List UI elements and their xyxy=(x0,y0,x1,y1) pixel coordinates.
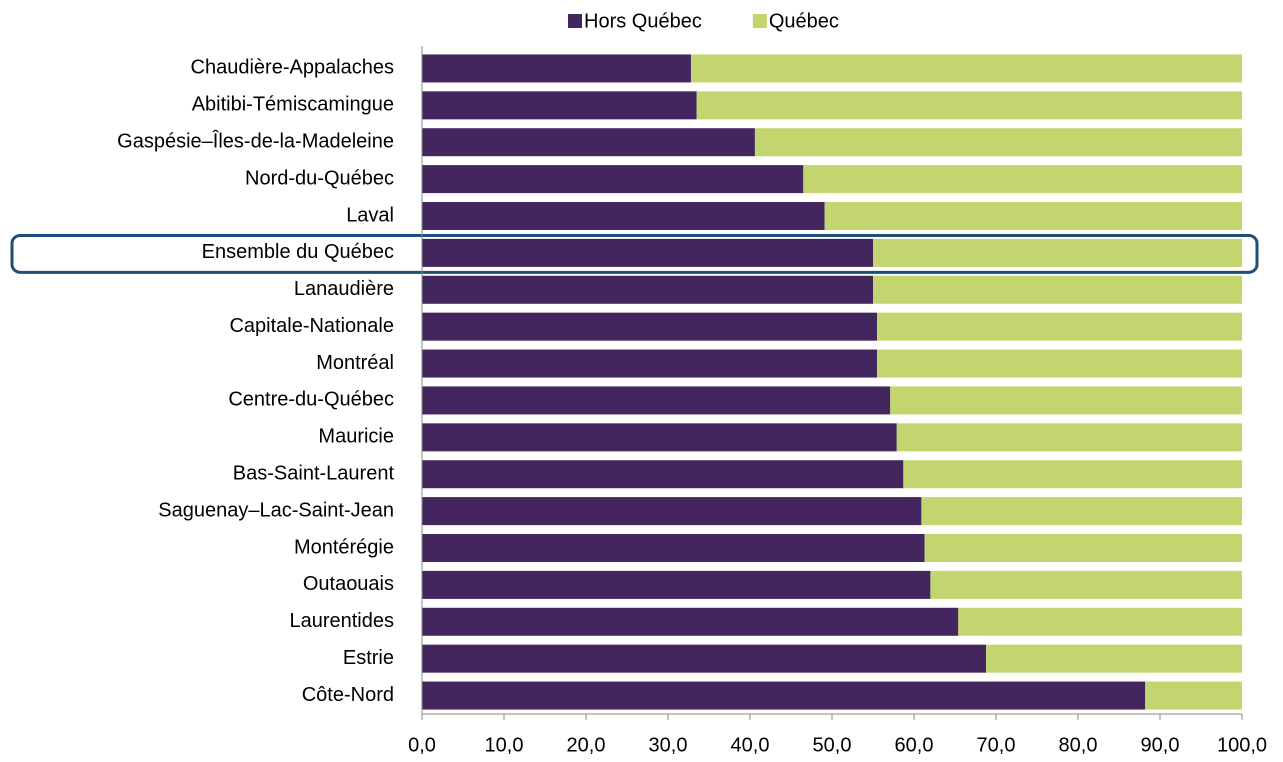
x-tick-label: 80,0 xyxy=(1059,734,1098,756)
x-tick-label: 70,0 xyxy=(977,734,1016,756)
bar-segment xyxy=(422,312,878,341)
y-tick-label: Gaspésie–Îles-de-la-Madeleine xyxy=(117,130,394,153)
y-tick-label: Montérégie xyxy=(294,536,394,558)
bar-segment xyxy=(896,423,1242,452)
bar-segment xyxy=(422,54,691,83)
bar-segment xyxy=(921,497,1242,526)
bar-segment xyxy=(930,570,1242,599)
x-tick-label: 10,0 xyxy=(485,734,524,756)
x-tick-label: 50,0 xyxy=(813,734,852,756)
bar-segment xyxy=(873,238,1242,267)
bar-segment xyxy=(690,54,1242,83)
bar-segment xyxy=(422,460,904,489)
y-tick-label: Laval xyxy=(346,204,394,226)
bar-segment xyxy=(958,607,1242,636)
x-tick-label: 30,0 xyxy=(649,734,688,756)
y-tick-label: Centre-du-Québec xyxy=(228,389,394,411)
bar-segment xyxy=(873,275,1242,304)
y-tick-label: Laurentides xyxy=(289,610,394,632)
legend-label: Hors Québec xyxy=(584,10,702,32)
x-tick-label: 0,0 xyxy=(408,734,436,756)
bar-segment xyxy=(803,165,1242,194)
x-tick-label: 20,0 xyxy=(567,734,606,756)
bar-segment xyxy=(422,202,825,230)
bar-segment xyxy=(754,128,1242,157)
bar-segment xyxy=(422,238,873,267)
y-tick-label: Montréal xyxy=(316,352,394,374)
y-tick-label: Chaudière-Appalaches xyxy=(191,57,394,79)
y-tick-label: Nord-du-Québec xyxy=(245,167,394,189)
y-tick-label: Abitibi-Témiscamingue xyxy=(192,94,394,116)
bar-segment xyxy=(422,570,931,599)
y-tick-label: Mauricie xyxy=(318,426,394,448)
bar-segment xyxy=(877,312,1242,341)
y-tick-label: Saguenay–Lac-Saint-Jean xyxy=(158,499,394,521)
bar-segment xyxy=(986,644,1242,673)
legend-label: Québec xyxy=(769,10,839,32)
bar-segment xyxy=(422,423,897,452)
bar-segment xyxy=(422,91,697,120)
bar-segment xyxy=(422,165,804,194)
bar-segment xyxy=(422,128,755,157)
bar-segment xyxy=(903,460,1242,489)
highlight-box xyxy=(10,233,1259,274)
x-tick-label: 40,0 xyxy=(731,734,770,756)
y-tick-label: Outaouais xyxy=(303,573,394,595)
bar-segment xyxy=(422,275,873,304)
y-tick-label: Lanaudière xyxy=(294,278,394,300)
bar-segment xyxy=(1145,681,1242,710)
x-tick-label: 90,0 xyxy=(1141,734,1180,756)
bar-segment xyxy=(422,534,925,562)
bar-segment xyxy=(422,386,891,415)
bar-segment xyxy=(877,349,1242,378)
y-tick-label: Bas-Saint-Laurent xyxy=(233,463,395,485)
x-tick-label: 100,0 xyxy=(1217,734,1267,756)
legend-swatch xyxy=(568,14,582,28)
bar-segment xyxy=(422,607,959,636)
bar-segment xyxy=(924,534,1242,562)
bar-segment xyxy=(422,681,1146,710)
bar-segment xyxy=(696,91,1242,120)
legend-swatch xyxy=(752,14,767,28)
bar-segment xyxy=(824,202,1242,230)
bar-segment xyxy=(422,644,987,673)
bar-segment xyxy=(890,386,1242,415)
y-tick-label: Côte-Nord xyxy=(302,684,394,706)
bar-segment xyxy=(422,349,878,378)
y-tick-label: Ensemble du Québec xyxy=(202,241,394,263)
bar-segment xyxy=(422,497,922,526)
y-tick-label: Capitale-Nationale xyxy=(229,315,394,337)
y-tick-label: Estrie xyxy=(343,647,394,669)
x-tick-label: 60,0 xyxy=(895,734,934,756)
